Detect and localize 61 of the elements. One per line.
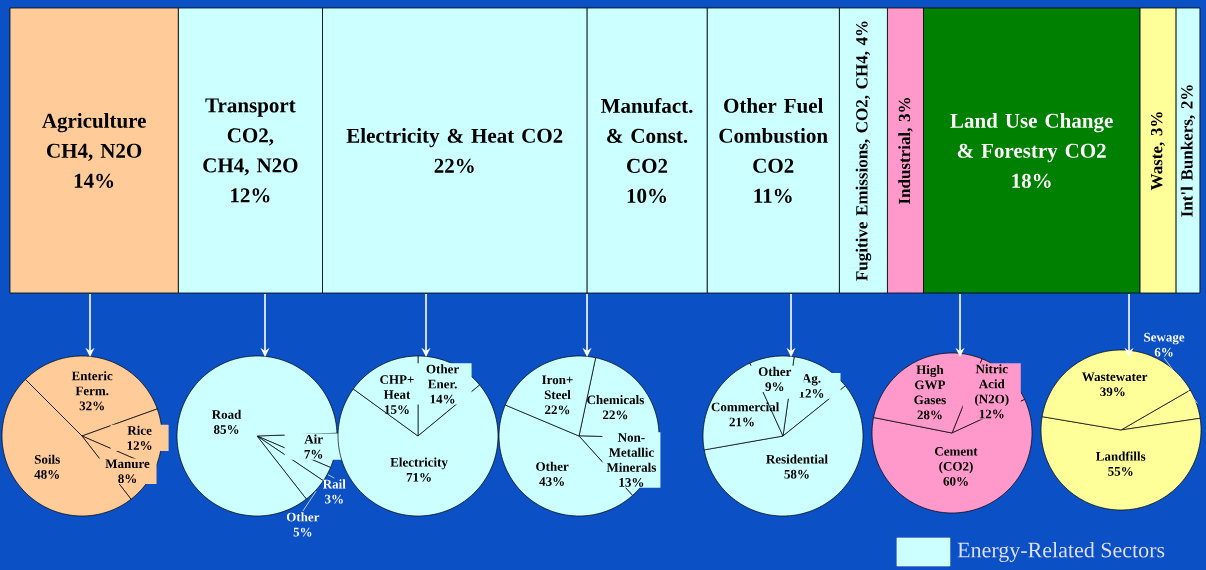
series-label: Agriculture CH4, N2O — [42, 113, 146, 161]
slice-label: Commercial — [711, 402, 780, 412]
data-label: 71% — [406, 472, 431, 482]
series-label: Other Fuel Combustion CO2 — [719, 98, 828, 173]
slice-label: Road — [211, 409, 242, 419]
data-label: 11% — [754, 188, 792, 203]
data-label: 14% — [74, 173, 114, 188]
data-label: 28% — [917, 410, 942, 420]
series-label: Manufact. & Const. CO2 — [601, 97, 693, 173]
data-label: 12% — [231, 188, 270, 203]
data-label: 32% — [79, 401, 104, 411]
series-label: Electricity & Heat CO2 — [346, 128, 563, 148]
series-label: Fugitive Emissions, CO2, CH4, — [855, 51, 872, 281]
slice-label: Other — [758, 366, 792, 377]
series-label: Transport CO2, CH4, N2O — [203, 98, 298, 176]
data-label: 15% — [385, 405, 409, 415]
data-label: 39% — [1100, 387, 1125, 397]
series-label: Int'l Bunkers, — [1180, 115, 1196, 217]
slice-label: Rail — [322, 479, 346, 489]
series-label: Industrial, — [898, 128, 913, 204]
slice-label: CHP+ Heat — [380, 375, 414, 399]
slice-label: Iron+ Steel — [542, 375, 573, 400]
data-label: 5% — [293, 527, 312, 537]
data-label: 22% — [434, 158, 474, 173]
slice-label: Landfills — [1095, 451, 1146, 461]
data-label: 4% — [856, 21, 868, 46]
data-label: 8% — [118, 474, 137, 484]
data-label: 48% — [34, 470, 59, 479]
data-label: 9% — [765, 382, 784, 392]
slice-label: High GWP Gases — [914, 365, 946, 405]
series-label: Waste, — [1151, 142, 1165, 191]
data-label: 22% — [602, 410, 628, 420]
slice-label: Soils — [34, 454, 60, 464]
data-label: 10% — [627, 188, 667, 204]
data-label: 2% — [1181, 85, 1193, 109]
data-label: 12% — [979, 409, 1004, 419]
data-label: 3% — [898, 98, 911, 122]
slice-label: Electricity — [390, 457, 448, 470]
slice-label: Enteric Ferm. — [71, 371, 113, 396]
slice-label: Cement (CO2) — [934, 446, 978, 474]
data-label: 6% — [1154, 347, 1173, 357]
data-label: 43% — [539, 477, 564, 486]
data-label: 55% — [1108, 466, 1133, 476]
slice-label: Other — [536, 461, 569, 471]
data-label: 3% — [325, 494, 343, 504]
data-label: 58% — [784, 469, 809, 479]
data-label: 60% — [943, 476, 968, 486]
slice-label: Wastewater — [1081, 372, 1148, 382]
slice-label: Ag. — [802, 374, 821, 386]
slice-label: Chemicals — [587, 395, 644, 405]
slice-label: Sewage — [1144, 332, 1185, 345]
slice-label: Other — [286, 512, 320, 522]
data-label: 85% — [213, 425, 239, 434]
data-label: 3% — [1150, 112, 1163, 136]
slice-label: Residential — [766, 454, 828, 464]
data-label: 21% — [729, 417, 754, 427]
data-label: 18% — [1012, 173, 1051, 188]
slice-label: Nitric Acid (N2O) — [975, 364, 1009, 406]
data-label: 22% — [545, 405, 570, 415]
series-label: Land Use Change & Forestry CO2 — [950, 113, 1113, 163]
text: Energy-Related Sectors — [957, 542, 1165, 563]
